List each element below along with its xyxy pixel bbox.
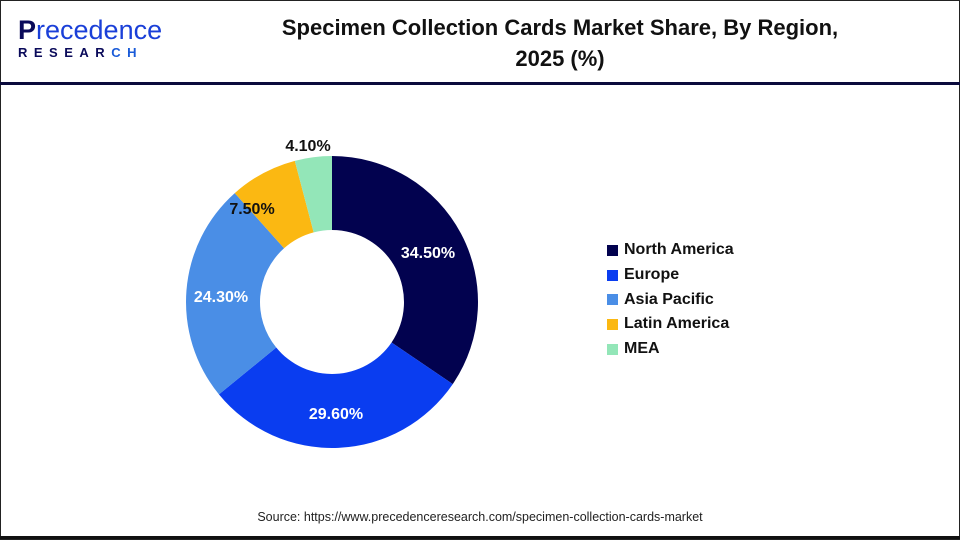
legend-label: Latin America	[624, 315, 730, 333]
legend-label: MEA	[624, 340, 660, 358]
donut-slice-europe	[218, 342, 453, 449]
chart-title: Specimen Collection Cards Market Share, …	[200, 12, 920, 74]
donut-slice-north-america	[332, 156, 479, 385]
legend-label: North America	[624, 241, 734, 259]
legend-swatch	[607, 244, 618, 256]
legend-swatch	[607, 343, 618, 355]
donut-slice-asia-pacific	[185, 193, 285, 395]
legend-item-mea: MEA	[607, 337, 734, 362]
legend-swatch	[607, 318, 618, 330]
data-label: 34.50%	[401, 245, 455, 262]
header: Precedence RESEARCH Specimen Collection …	[0, 0, 960, 85]
legend-item-europe: Europe	[607, 263, 734, 288]
logo-subtitle: RESEAR	[18, 45, 112, 60]
data-label: 24.30%	[194, 289, 248, 306]
legend-swatch	[607, 294, 618, 306]
legend-label: Europe	[624, 266, 680, 284]
logo-initial: P	[18, 15, 37, 45]
source-note: Source: https://www.precedenceresearch.c…	[257, 510, 703, 524]
chart-legend: North America Europe Asia Pacific Latin Ame…	[607, 238, 734, 361]
donut-slice-mea	[294, 156, 332, 233]
precedence-research-logo: Precedence RESEARCH	[18, 15, 162, 64]
legend-swatch	[607, 269, 618, 281]
legend-item-latin-america: Latin America	[607, 312, 734, 337]
data-label: 7.50%	[229, 201, 274, 218]
legend-label: Asia Pacific	[624, 290, 714, 308]
donut-slice-latin-america	[234, 160, 314, 249]
data-label: 4.10%	[285, 138, 330, 155]
logo-subtitle-accent: CH	[111, 45, 143, 60]
legend-item-north-america: North America	[607, 238, 734, 263]
chart-title-line1: Specimen Collection Cards Market Share, …	[281, 15, 839, 40]
chart-title-line2: 2025 (%)	[515, 46, 605, 71]
legend-item-asia-pacific: Asia Pacific	[607, 287, 734, 312]
logo-wordmark: recedence	[36, 15, 163, 45]
bottom-border	[0, 536, 960, 539]
data-label: 29.60%	[309, 406, 363, 423]
